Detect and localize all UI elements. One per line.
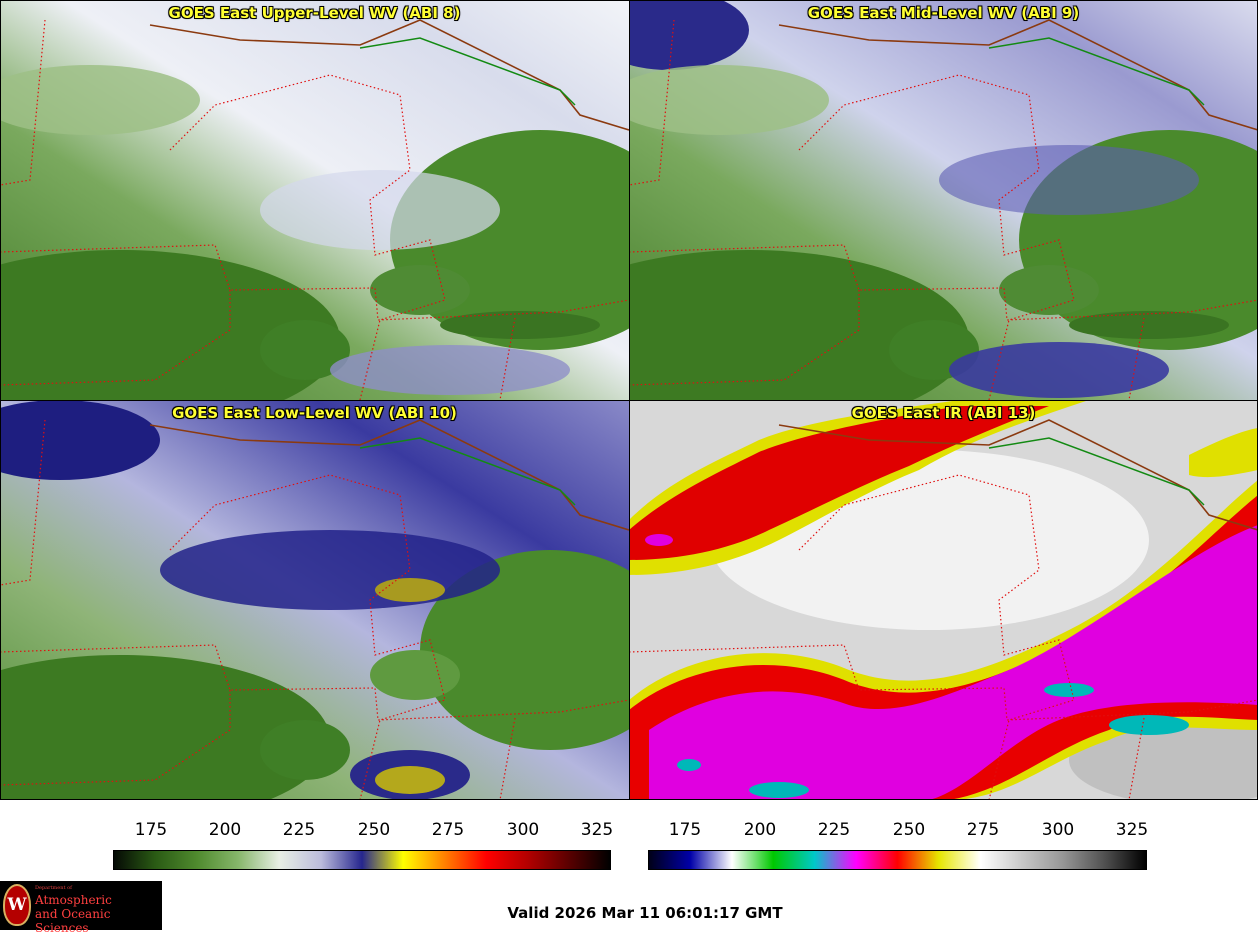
ir-image [629,400,1258,800]
colorbar-tick-label: 250 [357,820,391,840]
mid-level-wv-image [629,0,1258,400]
water-vapor-colorbar-gradient [113,850,611,870]
valid-time-label: Valid 2026 Mar 11 06:01:17 GMT [507,904,783,922]
panel-title: GOES East Mid-Level WV (ABI 9) [807,4,1080,22]
infrared-colorbar-gradient [648,850,1147,870]
colorbar-tick-label: 200 [743,820,777,840]
upper-level-wv-image [0,0,629,400]
uw-crest-icon: W [3,884,31,926]
water-vapor-colorbar: 175 200 225 250 275 300 325 [113,810,614,872]
colorbar-tick-label: 275 [966,820,1000,840]
colorbar-tick-label: 225 [282,820,316,840]
colorbar-tick-label: 175 [668,820,702,840]
panel-title: GOES East Low-Level WV (ABI 10) [172,404,457,422]
colorbar-ticks: 175 200 225 250 275 300 325 [113,810,614,840]
colorbar-tick-label: 250 [892,820,926,840]
upper-level-wv-panel: GOES East Upper-Level WV (ABI 8) [0,0,629,400]
infrared-colorbar: 175 200 225 250 275 300 325 [648,810,1149,872]
panel-title: GOES East Upper-Level WV (ABI 8) [168,4,461,22]
aos-logo: W Department of Atmospheric and Oceanic … [0,881,162,935]
mid-level-wv-panel: GOES East Mid-Level WV (ABI 9) [629,0,1258,400]
colorbar-ticks: 175 200 225 250 275 300 325 [648,810,1149,840]
low-level-wv-image [0,400,629,800]
colorbar-tick-label: 325 [1115,820,1149,840]
colorbar-tick-label: 325 [580,820,614,840]
colorbar-tick-label: 275 [431,820,465,840]
colorbar-tick-label: 175 [134,820,168,840]
logo-department: Department of [35,885,72,891]
logo-line-1: Atmospheric [35,893,112,907]
ir-panel: GOES East IR (ABI 13) [629,400,1258,800]
colorbar-tick-label: 225 [817,820,851,840]
panel-divider-horizontal [0,400,1258,401]
colorbar-tick-label: 200 [208,820,242,840]
colorbar-tick-label: 300 [506,820,540,840]
colorbar-tick-label: 300 [1041,820,1075,840]
panel-title: GOES East IR (ABI 13) [851,404,1036,422]
low-level-wv-panel: GOES East Low-Level WV (ABI 10) [0,400,629,800]
